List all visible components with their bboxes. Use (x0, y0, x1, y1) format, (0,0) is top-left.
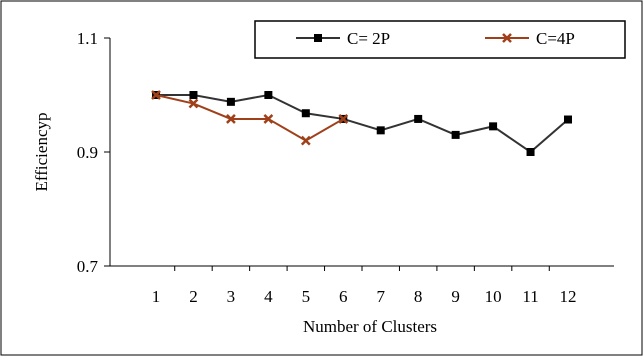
y-tick-label: 0.7 (77, 257, 99, 276)
data-point-square (489, 122, 498, 131)
data-point-square (564, 115, 572, 124)
legend-marker-square-icon (314, 34, 322, 42)
data-point-square (301, 109, 310, 118)
data-point-x (151, 90, 161, 100)
data-point-square (264, 91, 273, 99)
x-tick-label: 10 (485, 287, 502, 306)
series-line-2 (155, 94, 344, 142)
legend-marker-x-icon (502, 33, 512, 43)
y-axis-title: Efficiencyp (32, 113, 51, 192)
legend: C= 2P C=4P (254, 20, 626, 59)
x-tick-label: 12 (560, 287, 577, 306)
data-point-square (226, 97, 235, 106)
y-tick-label: 0.9 (77, 143, 98, 162)
legend-entry-c2p: C= 2P (296, 29, 390, 48)
data-point-x (263, 114, 274, 124)
x-tick-label: 5 (302, 287, 311, 306)
x-ticks: 1 2 3 4 5 6 7 8 9 10 11 12 (152, 266, 577, 306)
x-tick-label: 11 (522, 287, 538, 306)
data-point-square (376, 126, 385, 135)
legend-label-c2p: C= 2P (347, 29, 390, 48)
data-point-x (300, 135, 311, 146)
data-point-x (188, 98, 199, 109)
x-tick-label: 1 (152, 287, 161, 306)
data-point-square (189, 91, 198, 99)
series-layer (151, 90, 572, 156)
legend-entry-c4p: C=4P (485, 29, 575, 48)
data-point-x (338, 114, 349, 124)
x-tick-label: 7 (376, 287, 385, 306)
data-point-square (414, 114, 423, 123)
data-point-square (451, 130, 460, 139)
x-axis-title: Number of Clusters (303, 317, 437, 336)
x-tick-label: 6 (339, 287, 348, 306)
series-line-1 (156, 93, 569, 154)
data-point-x (226, 114, 236, 124)
x-tick-label: 9 (451, 287, 460, 306)
legend-label-c4p: C=4P (536, 29, 575, 48)
y-tick-label: 1.1 (77, 29, 98, 48)
data-point-square (526, 148, 535, 156)
y-ticks: 0.7 0.9 1.1 (77, 29, 110, 276)
x-tick-label: 4 (264, 287, 273, 306)
x-tick-label: 8 (414, 287, 423, 306)
x-tick-label: 2 (189, 287, 198, 306)
x-tick-label: 3 (227, 287, 236, 306)
